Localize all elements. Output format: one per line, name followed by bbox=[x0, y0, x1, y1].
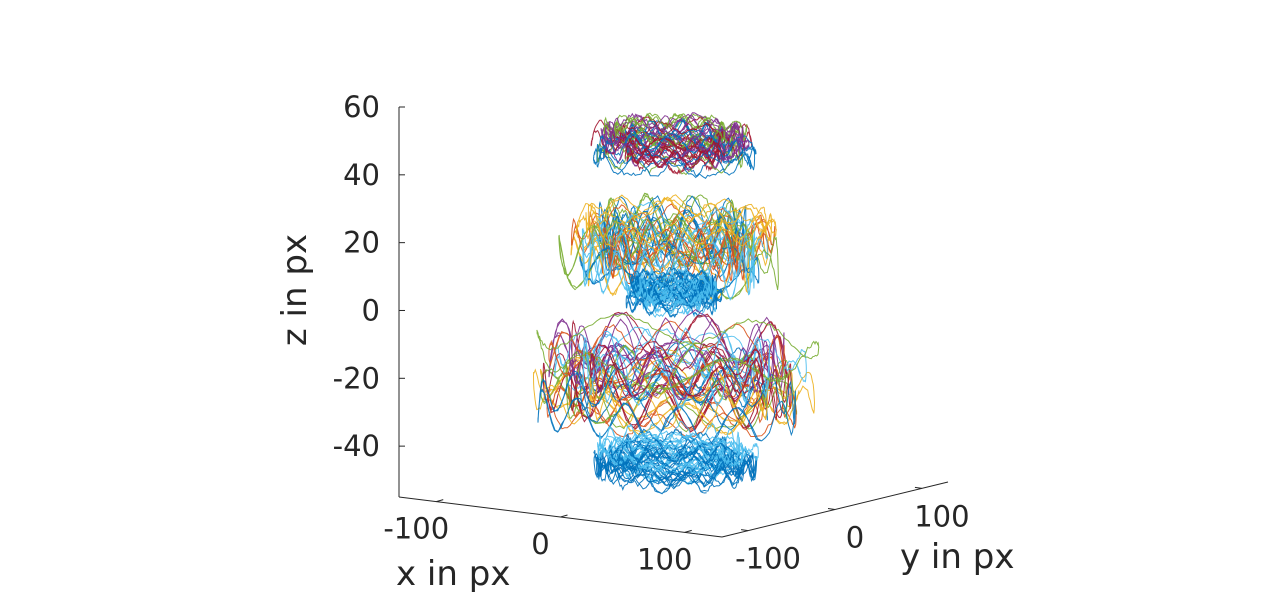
y-tick-mark bbox=[741, 529, 749, 532]
trajectory-line bbox=[554, 326, 807, 399]
trajectory-line bbox=[585, 196, 773, 252]
trajectory-line bbox=[639, 268, 712, 299]
y-tick-label: 0 bbox=[846, 521, 864, 555]
trajectory-line bbox=[604, 112, 736, 153]
trajectory-line bbox=[624, 134, 720, 169]
trajectory-line bbox=[570, 349, 778, 430]
trajectory-line bbox=[596, 132, 756, 179]
trajectory-line bbox=[537, 364, 797, 446]
trajectory-line bbox=[568, 317, 775, 401]
trajectory-line bbox=[548, 320, 785, 389]
trajectory-line bbox=[644, 287, 700, 316]
y-tick-mark bbox=[914, 486, 922, 489]
z-tick-label: 0 bbox=[362, 293, 380, 327]
trajectory-line bbox=[619, 120, 724, 152]
trajectory-line bbox=[588, 203, 765, 261]
x-tick-label: -100 bbox=[383, 512, 449, 546]
z-tick-label: 60 bbox=[343, 90, 380, 124]
trajectory-line bbox=[605, 192, 737, 265]
trajectory-layer bbox=[532, 112, 820, 495]
z-tick-label: -40 bbox=[333, 429, 380, 463]
ticks-layer: 60 40 20 0 -20 -40 -100 0 100 -100 0 100 bbox=[333, 90, 970, 576]
y-axis-label: y in px bbox=[900, 537, 1014, 577]
x-axis-label: x in px bbox=[396, 554, 510, 594]
trajectory-line bbox=[597, 431, 759, 470]
z-tick-label: 40 bbox=[343, 158, 380, 192]
z-axis-label: z in px bbox=[275, 234, 315, 346]
trajectory-line bbox=[536, 313, 820, 390]
trajectory-line bbox=[625, 287, 717, 319]
x-tick-mark bbox=[560, 514, 568, 518]
trajectory-line bbox=[642, 288, 702, 315]
trajectory-line bbox=[591, 218, 754, 268]
trajectory-line bbox=[565, 344, 788, 433]
y-tick-label: 100 bbox=[914, 499, 969, 533]
x-tick-mark bbox=[684, 529, 692, 533]
trajectory-line bbox=[615, 113, 726, 147]
z-tick-label: -20 bbox=[333, 361, 380, 395]
trajectory-line bbox=[617, 450, 728, 485]
x-tick-label: 0 bbox=[531, 527, 549, 561]
x-tick-mark bbox=[436, 499, 444, 503]
y-tick-label: -100 bbox=[735, 542, 801, 576]
y-tick-mark bbox=[827, 508, 836, 510]
trajectory-line bbox=[589, 341, 764, 397]
z-tick-label: 20 bbox=[343, 226, 380, 260]
x-tick-label: 100 bbox=[637, 542, 692, 576]
trajectory-line bbox=[610, 227, 745, 288]
trajectory-line bbox=[558, 216, 779, 300]
trajectory-line bbox=[603, 124, 750, 166]
